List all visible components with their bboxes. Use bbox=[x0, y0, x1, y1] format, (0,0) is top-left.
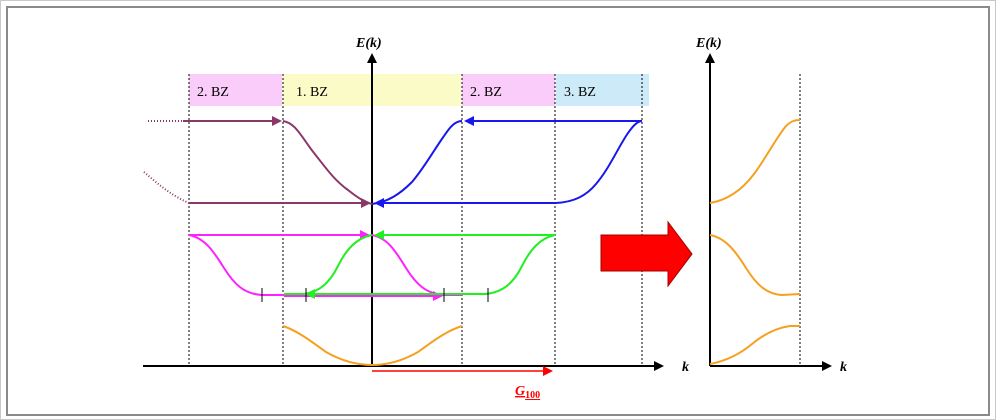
zone-box-2bz-left bbox=[189, 74, 282, 106]
zone-label-3bz: 3. BZ bbox=[564, 85, 596, 100]
right-plot: E(k) k bbox=[695, 36, 847, 375]
band2-green-left-curve bbox=[284, 234, 373, 295]
band-1 bbox=[282, 325, 463, 367]
band3-blue-curve bbox=[371, 120, 463, 205]
band2-magenta-left-curve bbox=[188, 234, 284, 296]
band3-maroon-dotted-tail bbox=[143, 171, 190, 204]
band3-blue-right-curve bbox=[555, 120, 643, 204]
x-axis-label: k bbox=[682, 360, 689, 375]
zone-label-2bz-left: 2. BZ bbox=[197, 85, 229, 100]
zone-label-1bz: 1. BZ bbox=[296, 85, 328, 100]
band3-maroon-curve bbox=[282, 120, 373, 205]
zone-boxes: 2. BZ 1. BZ 2. BZ 3. BZ bbox=[189, 74, 649, 106]
left-plot: 2. BZ 1. BZ 2. BZ 3. BZ E(k) k bbox=[143, 36, 689, 401]
zone-box-3bz bbox=[556, 74, 649, 106]
band1-curve bbox=[282, 325, 463, 367]
g100-symbol: G bbox=[515, 384, 525, 399]
band2-green-right-curve bbox=[462, 234, 556, 295]
zone-boundaries bbox=[188, 74, 643, 366]
zone-box-2bz-right bbox=[462, 74, 555, 106]
g100-subscript: 100 bbox=[525, 390, 540, 401]
right-x-axis-label: k bbox=[840, 360, 847, 375]
right-y-axis-label: E(k) bbox=[695, 36, 722, 51]
reciprocal-vector: G100 bbox=[372, 366, 553, 401]
g100-label: G100 bbox=[515, 384, 540, 401]
reduced-band-1 bbox=[709, 325, 800, 365]
transform-arrow bbox=[600, 220, 693, 288]
band-2 bbox=[188, 230, 556, 302]
zone-label-2bz-right: 2. BZ bbox=[470, 85, 502, 100]
reduced-band-3 bbox=[709, 119, 801, 204]
band-3 bbox=[143, 116, 643, 208]
band2-magenta-right-curve bbox=[371, 234, 462, 296]
reduced-band-2 bbox=[709, 234, 801, 297]
y-axis-label: E(k) bbox=[355, 36, 382, 51]
